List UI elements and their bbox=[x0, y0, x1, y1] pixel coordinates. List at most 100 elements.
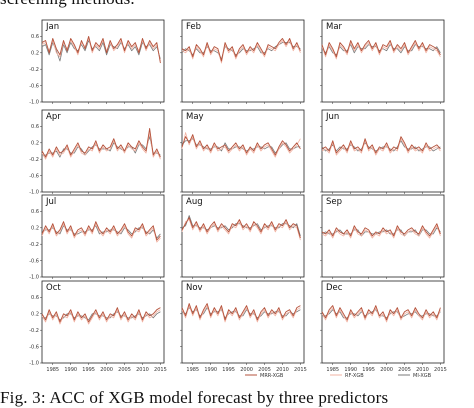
panel-title: Apr bbox=[46, 112, 61, 122]
series-line-rf-xgb bbox=[181, 40, 301, 64]
series-line-mrr-xgb bbox=[181, 303, 301, 321]
panel-title: May bbox=[186, 112, 204, 122]
x-tick-label: 2015 bbox=[294, 367, 307, 373]
x-tick-label: 1985 bbox=[46, 367, 59, 373]
panel-title: Aug bbox=[186, 197, 203, 207]
panel-nov: 1985 1990 1995 2000 2005 2010 2015 Nov bbox=[180, 280, 307, 373]
panel-frame bbox=[321, 19, 445, 103]
panel-frame bbox=[181, 19, 305, 103]
panel-frame bbox=[181, 280, 305, 364]
x-tick-label: 1990 bbox=[344, 367, 357, 373]
y-tick-label: 0.2 bbox=[31, 51, 39, 57]
legend-label: RF-XGB bbox=[345, 373, 364, 379]
series-line-mrr-xgb bbox=[41, 221, 161, 241]
y-tick-label: 0.2 bbox=[31, 226, 39, 232]
y-tick-label: -0.2 bbox=[29, 242, 39, 248]
y-tick-label: -1.0 bbox=[29, 361, 39, 367]
series-line-mrr-xgb bbox=[41, 35, 161, 64]
x-tick-label: 1990 bbox=[64, 367, 77, 373]
figure-caption: Fig. 3: ACC of XGB model forecast by thr… bbox=[0, 388, 389, 407]
y-tick-label: 0.6 bbox=[31, 209, 39, 215]
x-tick-label: 2010 bbox=[276, 367, 289, 373]
series-line-mrr-xgb bbox=[41, 127, 161, 158]
panel-frame bbox=[321, 280, 445, 364]
caption-top: screening methods. bbox=[0, 0, 135, 9]
panel-title: Oct bbox=[46, 283, 61, 293]
panel-title: Nov bbox=[186, 283, 203, 293]
x-tick-label: 1995 bbox=[222, 367, 235, 373]
legend-label: MRR-XGB bbox=[260, 373, 284, 379]
x-tick-label: 2015 bbox=[434, 367, 447, 373]
series-line-rf-xgb bbox=[321, 307, 441, 323]
y-tick-label: -0.6 bbox=[29, 258, 39, 264]
panel-title: Sep bbox=[326, 197, 342, 207]
x-tick-label: 2005 bbox=[118, 367, 131, 373]
y-tick-label: -1.0 bbox=[29, 100, 39, 106]
panel-dec: 1985 1990 1995 2000 2005 2010 2015 Dec bbox=[320, 280, 447, 373]
series-line-rf-xgb bbox=[41, 132, 161, 160]
panel-aug: Aug bbox=[180, 194, 305, 279]
x-tick-label: 1985 bbox=[186, 367, 199, 373]
y-tick-label: -0.6 bbox=[29, 173, 39, 179]
x-tick-label: 2005 bbox=[258, 367, 271, 373]
series-line-rf-xgb bbox=[41, 309, 161, 325]
series-line-mrr-xgb bbox=[321, 305, 441, 321]
x-tick-label: 2010 bbox=[136, 367, 149, 373]
panel-title: Feb bbox=[186, 22, 201, 32]
panel-feb: Feb bbox=[180, 19, 305, 104]
y-tick-label: 0.2 bbox=[31, 141, 39, 147]
x-tick-label: 1985 bbox=[326, 367, 339, 373]
x-tick-label: 1995 bbox=[82, 367, 95, 373]
series-line-mi-xgb bbox=[42, 136, 161, 158]
panel-apr: 0.6 0.2 -0.2 -0.6 -1.0 Apr bbox=[29, 109, 165, 196]
panel-title: Jan bbox=[45, 22, 59, 32]
panel-title: Jul bbox=[45, 197, 56, 207]
panel-title: Mar bbox=[326, 22, 343, 32]
y-tick-label: -0.2 bbox=[29, 328, 39, 334]
series-line-mrr-xgb bbox=[41, 307, 161, 323]
series-line-rf-xgb bbox=[321, 42, 441, 60]
x-tick-label: 2005 bbox=[398, 367, 411, 373]
y-tick-label: -0.2 bbox=[29, 157, 39, 163]
panel-oct: 0.6 0.2 -0.2 -0.6 -1.0 1985 1990 1995 2000 2005 20… bbox=[29, 280, 167, 373]
panel-title: Dec bbox=[326, 283, 343, 293]
series-line-mi-xgb bbox=[321, 227, 441, 237]
panel-frame bbox=[41, 19, 165, 103]
y-tick-label: 0.6 bbox=[31, 124, 39, 130]
series-line-mrr-xgb bbox=[181, 38, 301, 62]
series-line-rf-xgb bbox=[181, 305, 301, 323]
series-line-mi-xgb bbox=[41, 225, 161, 239]
panel-frame bbox=[321, 194, 445, 278]
panel-mar: Mar bbox=[320, 19, 445, 104]
series-line-rf-xgb bbox=[321, 225, 441, 239]
panel-jan: 0.6 0.2 -0.2 -0.6 -1.0 Jan bbox=[29, 19, 165, 106]
x-tick-label: 2000 bbox=[380, 367, 393, 373]
panel-jul: 0.6 0.2 -0.2 -0.6 -1.0 Jul bbox=[29, 194, 165, 281]
y-tick-label: 0.2 bbox=[31, 312, 39, 318]
y-tick-label: 0.6 bbox=[31, 34, 39, 40]
series-line-mrr-xgb bbox=[181, 134, 301, 156]
series-line-mrr-xgb bbox=[321, 40, 441, 58]
y-tick-label: -1.0 bbox=[29, 190, 39, 196]
series-line-mrr-xgb bbox=[321, 223, 441, 237]
series-line-rf-xgb bbox=[41, 223, 161, 243]
y-tick-label: 0.6 bbox=[31, 295, 39, 301]
series-line-mi-xgb bbox=[41, 40, 161, 62]
x-tick-label: 2000 bbox=[240, 367, 253, 373]
panel-frame bbox=[41, 280, 165, 364]
panel-sep: Sep bbox=[320, 194, 445, 279]
panel-frame bbox=[181, 109, 305, 193]
series-line-mrr-xgb bbox=[181, 217, 301, 239]
series-line-mrr-xgb bbox=[321, 136, 441, 154]
panel-title: Jun bbox=[325, 112, 339, 122]
y-tick-label: -0.2 bbox=[29, 67, 39, 73]
series-line-rf-xgb bbox=[181, 132, 301, 158]
series-line-rf-xgb bbox=[181, 219, 301, 241]
x-tick-label: 2015 bbox=[154, 367, 167, 373]
y-tick-label: -0.6 bbox=[29, 344, 39, 350]
panel-frame bbox=[181, 194, 305, 278]
x-tick-label: 1990 bbox=[204, 367, 217, 373]
y-tick-label: -1.0 bbox=[29, 275, 39, 281]
legend: MRR-XGB RF-XGB MI-XGB bbox=[245, 373, 432, 379]
y-tick-label: -0.6 bbox=[29, 83, 39, 89]
